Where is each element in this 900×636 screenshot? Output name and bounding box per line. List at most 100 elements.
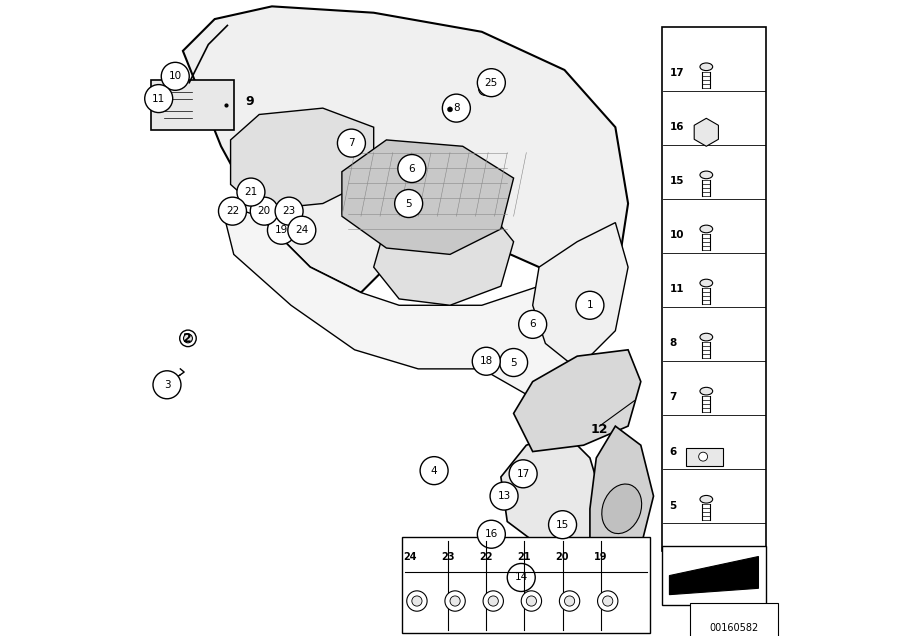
Circle shape (445, 591, 465, 611)
Text: 13: 13 (498, 491, 510, 501)
Text: 17: 17 (670, 68, 684, 78)
Polygon shape (183, 6, 628, 382)
Text: 5: 5 (670, 501, 677, 511)
FancyBboxPatch shape (686, 448, 724, 466)
Text: 6: 6 (670, 446, 677, 457)
Circle shape (509, 460, 537, 488)
Circle shape (549, 511, 577, 539)
Polygon shape (590, 426, 653, 572)
Circle shape (447, 107, 453, 112)
Circle shape (275, 197, 303, 225)
Text: 5: 5 (510, 357, 517, 368)
Circle shape (145, 85, 173, 113)
FancyBboxPatch shape (402, 537, 651, 633)
Ellipse shape (700, 63, 713, 71)
Polygon shape (694, 118, 718, 146)
Ellipse shape (700, 495, 713, 503)
Circle shape (420, 457, 448, 485)
Circle shape (488, 596, 499, 606)
Polygon shape (670, 556, 759, 595)
Text: 20: 20 (555, 551, 569, 562)
Circle shape (576, 291, 604, 319)
Text: 20: 20 (257, 206, 271, 216)
Circle shape (526, 596, 536, 606)
Text: 17: 17 (517, 469, 530, 479)
Text: 21: 21 (518, 551, 531, 562)
Circle shape (445, 104, 455, 115)
FancyBboxPatch shape (151, 80, 234, 130)
Ellipse shape (700, 171, 713, 179)
Text: 1: 1 (587, 300, 593, 310)
Circle shape (219, 197, 247, 225)
Circle shape (564, 596, 575, 606)
Text: 23: 23 (283, 206, 296, 216)
Circle shape (472, 347, 500, 375)
Circle shape (184, 334, 193, 343)
Text: 2: 2 (183, 332, 192, 345)
Circle shape (153, 371, 181, 399)
Text: 19: 19 (594, 551, 608, 562)
Text: 11: 11 (152, 93, 166, 104)
Text: 6: 6 (529, 319, 536, 329)
Circle shape (250, 197, 278, 225)
Circle shape (560, 591, 580, 611)
Text: 16: 16 (670, 122, 684, 132)
Circle shape (508, 563, 536, 591)
Circle shape (338, 129, 365, 157)
Polygon shape (374, 204, 514, 305)
Circle shape (491, 482, 518, 510)
Circle shape (500, 349, 527, 377)
Text: 25: 25 (485, 78, 498, 88)
Polygon shape (230, 108, 374, 210)
Circle shape (698, 452, 707, 461)
Text: 16: 16 (485, 529, 498, 539)
Ellipse shape (602, 484, 642, 534)
Ellipse shape (700, 279, 713, 287)
Circle shape (443, 94, 471, 122)
Polygon shape (342, 140, 514, 254)
Text: 8: 8 (453, 103, 460, 113)
Text: 21: 21 (244, 187, 257, 197)
Text: 12: 12 (590, 423, 608, 436)
Text: 18: 18 (480, 356, 493, 366)
Text: 00160582: 00160582 (709, 623, 759, 633)
Text: 24: 24 (403, 551, 417, 562)
Circle shape (479, 83, 491, 95)
Text: 9: 9 (246, 95, 254, 108)
Text: 23: 23 (441, 551, 454, 562)
Circle shape (412, 596, 422, 606)
Text: 4: 4 (431, 466, 437, 476)
Text: 3: 3 (164, 380, 170, 390)
Circle shape (598, 591, 618, 611)
Circle shape (237, 178, 265, 206)
Circle shape (603, 596, 613, 606)
Polygon shape (514, 350, 641, 452)
Circle shape (288, 216, 316, 244)
Circle shape (521, 591, 542, 611)
Text: 10: 10 (168, 71, 182, 81)
Ellipse shape (700, 387, 713, 395)
Text: 22: 22 (480, 551, 493, 562)
Text: 10: 10 (670, 230, 684, 240)
Circle shape (450, 596, 460, 606)
Text: 5: 5 (405, 198, 412, 209)
Text: 19: 19 (274, 225, 288, 235)
FancyBboxPatch shape (662, 546, 766, 605)
Circle shape (518, 310, 546, 338)
Circle shape (407, 591, 428, 611)
Text: 22: 22 (226, 206, 239, 216)
Circle shape (161, 62, 189, 90)
Polygon shape (533, 223, 628, 369)
Circle shape (477, 520, 505, 548)
Ellipse shape (700, 333, 713, 341)
Text: 11: 11 (670, 284, 684, 294)
Text: 15: 15 (670, 176, 684, 186)
Circle shape (180, 330, 196, 347)
Ellipse shape (700, 225, 713, 233)
FancyBboxPatch shape (662, 27, 766, 551)
Circle shape (477, 69, 505, 97)
Text: 24: 24 (295, 225, 309, 235)
Polygon shape (221, 204, 590, 394)
Text: 14: 14 (515, 572, 528, 583)
Circle shape (395, 190, 423, 218)
